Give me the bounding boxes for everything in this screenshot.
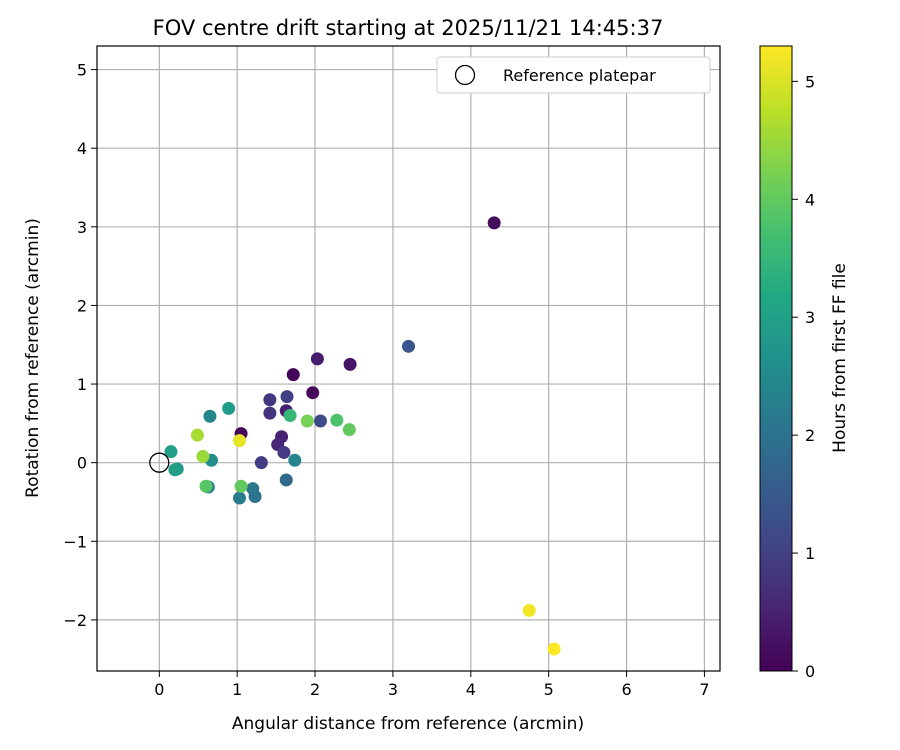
data-point	[300, 414, 314, 428]
y-tick-label: 5	[77, 61, 87, 80]
data-point	[233, 491, 247, 505]
data-point	[280, 390, 294, 404]
x-tick-label: 0	[154, 680, 164, 699]
y-axis-ticks: −2 −1 0 1 2 3 4 5	[63, 61, 97, 630]
data-point	[342, 423, 356, 437]
data-point	[222, 401, 236, 415]
data-point	[330, 413, 344, 427]
y-axis-label: Rotation from reference (arcmin)	[23, 218, 43, 498]
chart-title: FOV centre drift starting at 2025/11/21 …	[153, 16, 664, 40]
data-point	[203, 409, 217, 423]
data-point	[279, 473, 293, 487]
colorbar: 0 1 2 3 4 5 Hours from first FF file	[759, 45, 850, 681]
data-point	[283, 408, 297, 422]
colorbar-tick-label: 4	[805, 190, 815, 209]
y-tick-label: 3	[77, 218, 87, 237]
data-point	[314, 414, 328, 428]
colorbar-tick-label: 3	[805, 308, 815, 327]
x-tick-label: 6	[621, 680, 631, 699]
legend: Reference platepar	[436, 56, 711, 94]
data-point	[254, 456, 268, 470]
x-tick-label: 4	[466, 680, 476, 699]
data-point	[402, 339, 415, 353]
x-tick-label: 5	[544, 680, 554, 699]
x-tick-label: 1	[232, 680, 242, 699]
data-point	[522, 603, 536, 617]
reference-point	[149, 452, 170, 473]
legend-marker	[454, 64, 476, 86]
y-tick-label: −2	[63, 611, 87, 630]
x-axis-ticks: 0 1 2 3 4 5 6 7	[154, 671, 710, 699]
data-point	[310, 352, 324, 366]
legend-label: Reference platepar	[503, 66, 656, 85]
data-point	[343, 357, 357, 371]
data-point	[164, 445, 178, 459]
x-tick-label: 3	[388, 680, 398, 699]
colorbar-tick-label: 5	[805, 72, 815, 91]
data-point	[168, 463, 182, 477]
data-point	[246, 482, 260, 496]
grid-lines	[97, 46, 720, 671]
plot-frame	[96, 45, 721, 672]
x-tick-label: 2	[310, 680, 320, 699]
data-point	[233, 434, 247, 448]
data-point	[487, 216, 501, 230]
y-tick-label: 4	[77, 139, 87, 158]
data-point	[286, 368, 300, 382]
data-point	[234, 479, 248, 493]
data-point	[277, 445, 291, 459]
x-tick-label: 7	[699, 680, 709, 699]
legend-box	[436, 56, 711, 94]
x-axis-label: Angular distance from reference (arcmin)	[232, 714, 584, 734]
data-point	[196, 449, 210, 463]
colorbar-label: Hours from first FF file	[830, 263, 850, 453]
y-tick-label: −1	[63, 532, 87, 551]
data-point	[199, 479, 213, 493]
colorbar-tick-label: 0	[805, 662, 815, 681]
colorbar-tick-label: 1	[805, 544, 815, 563]
colorbar-tick-label: 2	[805, 426, 815, 445]
data-points	[164, 216, 561, 656]
data-point	[288, 453, 302, 467]
colorbar-ticks: 0 1 2 3 4 5	[792, 72, 815, 681]
y-tick-label: 0	[77, 454, 87, 473]
data-point	[306, 386, 320, 400]
reference-marker	[149, 452, 170, 473]
y-tick-label: 2	[77, 296, 87, 315]
data-point	[190, 428, 204, 442]
data-point	[263, 406, 277, 420]
data-point	[263, 393, 277, 407]
y-tick-label: 1	[77, 375, 87, 394]
data-point	[547, 642, 561, 656]
colorbar-gradient	[759, 45, 793, 672]
